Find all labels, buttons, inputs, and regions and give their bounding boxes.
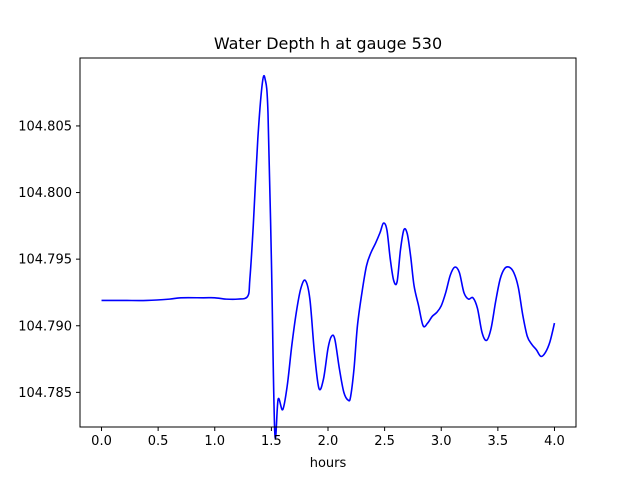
y-tick-label: 104.790: [18, 319, 72, 334]
x-tick-label: 2.5: [374, 434, 395, 449]
x-tick-label: 3.5: [488, 434, 509, 449]
chart-title: Water Depth h at gauge 530: [214, 34, 442, 53]
y-tick-label: 104.800: [18, 186, 72, 201]
x-axis: 0.0 0.5 1.0 1.5 2.0 2.5 3.0 3.5 4.0: [91, 427, 565, 449]
x-tick-label: 4.0: [544, 434, 565, 449]
y-tick-label: 104.785: [18, 386, 72, 401]
plot-area: [101, 74, 556, 439]
x-tick-label: 2.0: [318, 434, 339, 449]
x-tick-label: 3.0: [431, 434, 452, 449]
x-tick-label: 0.5: [148, 434, 169, 449]
x-axis-label: hours: [310, 456, 347, 471]
plot-frame: [79, 57, 577, 428]
y-tick-label: 104.795: [18, 253, 72, 268]
x-tick-label: 0.0: [91, 434, 112, 449]
y-axis: 104.785 104.790 104.795 104.800 104.805: [18, 119, 80, 401]
x-tick-label: 1.5: [261, 434, 282, 449]
series-line: [101, 74, 556, 439]
x-tick-label: 1.0: [204, 434, 225, 449]
y-tick-label: 104.805: [18, 119, 72, 134]
